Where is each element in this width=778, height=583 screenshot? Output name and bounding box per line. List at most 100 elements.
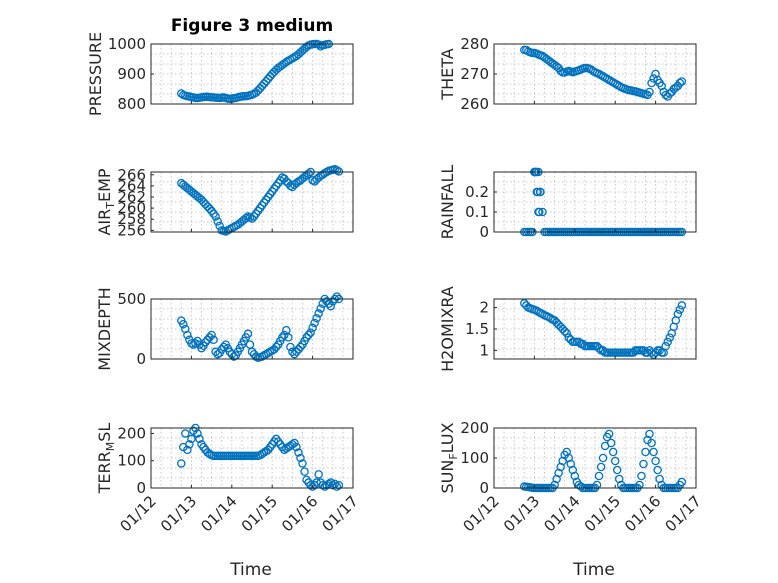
- y-tick-label: 900: [117, 65, 146, 83]
- y-tick-label: 270: [460, 65, 489, 83]
- y-axis-label: H2OMIXRA: [438, 286, 457, 372]
- y-tick-label: 1000: [108, 35, 146, 53]
- data-point: [304, 330, 313, 340]
- data-point: [562, 329, 571, 338]
- data-point: [637, 471, 646, 481]
- y-tick-label: 258: [117, 210, 146, 228]
- data-point: [310, 318, 319, 328]
- y-tick-label: 0: [479, 479, 489, 497]
- data-point: [298, 459, 307, 468]
- data-point: [211, 212, 220, 221]
- data-point: [197, 343, 206, 353]
- data-point: [598, 453, 608, 463]
- data-point: [606, 438, 616, 448]
- data-point: [193, 429, 202, 438]
- data-point: [653, 465, 662, 475]
- x-axis-label-right: Time: [572, 560, 615, 580]
- data-point: [300, 467, 309, 476]
- data-point: [592, 480, 602, 490]
- y-tick-label: 256: [117, 221, 146, 239]
- series-markers: [177, 292, 344, 363]
- x-tick-label: 01/14: [197, 492, 240, 535]
- y-axis-label: SUNFLUX: [438, 422, 460, 493]
- data-point: [663, 337, 672, 347]
- y-tick-label: 0.2: [465, 183, 489, 201]
- data-point: [675, 305, 685, 314]
- series-markers: [177, 423, 344, 491]
- data-point: [183, 330, 192, 340]
- y-tick-label: 0: [136, 350, 146, 368]
- data-point: [639, 346, 648, 355]
- y-tick-label: 800: [117, 95, 146, 113]
- data-point: [290, 438, 299, 448]
- y-tick-label: 500: [117, 290, 146, 308]
- data-point: [651, 456, 660, 466]
- data-point: [314, 40, 323, 49]
- data-point: [677, 477, 687, 487]
- data-point: [608, 447, 618, 457]
- x-tick-label: 01/13: [500, 492, 543, 535]
- x-tick-label: 01/16: [278, 492, 321, 535]
- data-point: [292, 442, 301, 452]
- data-point: [314, 470, 323, 479]
- data-point: [604, 429, 614, 439]
- x-tick-label: 01/13: [157, 492, 200, 535]
- y-tick-label: 200: [460, 419, 489, 437]
- series-markers: [520, 45, 687, 101]
- data-point: [639, 459, 648, 469]
- data-point: [655, 346, 664, 355]
- data-point: [316, 304, 325, 313]
- y-tick-label: 260: [117, 199, 146, 217]
- data-point: [247, 214, 257, 223]
- data-point: [612, 465, 622, 475]
- data-point: [185, 440, 194, 449]
- data-point: [312, 313, 321, 323]
- data-point: [665, 333, 674, 342]
- data-point: [596, 462, 606, 472]
- data-point: [677, 301, 687, 310]
- y-tick-label: 0: [136, 479, 146, 497]
- y-axis-label: MIXDEPTH: [95, 287, 114, 370]
- data-point: [286, 342, 295, 352]
- data-point: [207, 330, 216, 340]
- data-point: [181, 429, 190, 438]
- data-point: [308, 323, 317, 333]
- data-point: [574, 337, 584, 347]
- data-point: [334, 481, 344, 490]
- y-tick-label: 2: [479, 299, 489, 317]
- x-tick-label: 01/15: [238, 492, 281, 535]
- data-point: [177, 459, 186, 468]
- axes-box: [150, 427, 354, 489]
- data-point: [675, 78, 685, 88]
- subplot-rainfall: 0 0.1 0.2 RAINFALL: [438, 165, 697, 241]
- data-point: [538, 207, 547, 217]
- y-axis-label: AIRTEMP: [95, 168, 117, 235]
- data-point: [306, 328, 315, 337]
- data-point: [187, 434, 196, 444]
- data-point: [314, 309, 323, 318]
- y-tick-label: 1: [479, 341, 489, 359]
- y-axis-label: TERRMSL: [95, 423, 117, 495]
- data-point: [576, 482, 586, 491]
- series-markers: [177, 164, 344, 236]
- x-tick-label: 01/14: [540, 492, 583, 535]
- data-point: [296, 453, 305, 463]
- data-point: [594, 344, 604, 353]
- y-axis-label: PRESSURE: [86, 32, 105, 116]
- data-point: [243, 329, 253, 339]
- y-tick-label: 200: [117, 424, 146, 442]
- data-point: [594, 471, 604, 481]
- data-point: [535, 187, 545, 197]
- x-tick-label: 01/15: [581, 492, 624, 535]
- data-point: [296, 342, 305, 352]
- data-point: [318, 481, 327, 490]
- data-point: [649, 447, 658, 457]
- axes-box: [150, 171, 354, 233]
